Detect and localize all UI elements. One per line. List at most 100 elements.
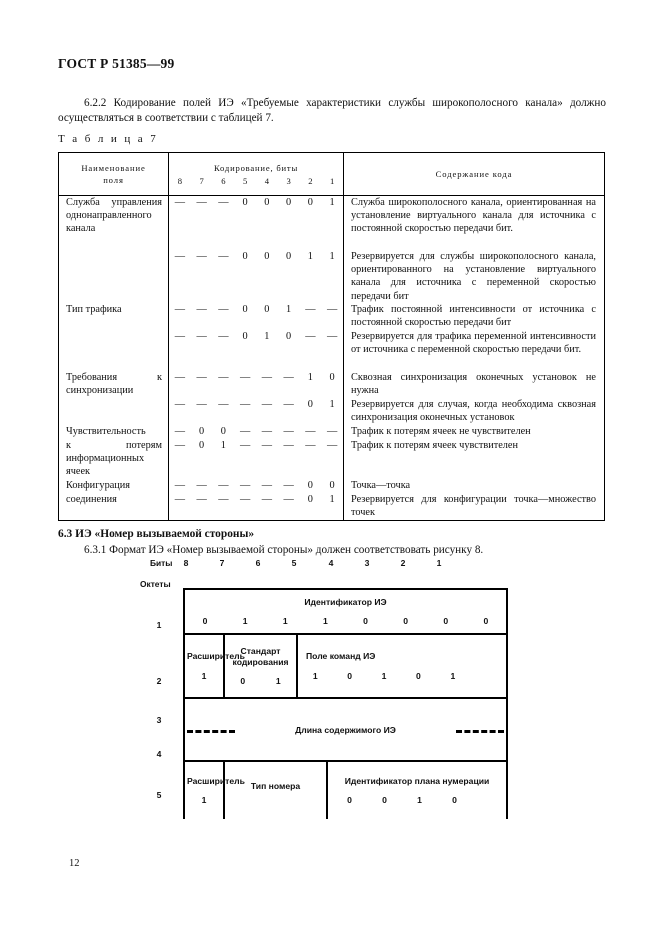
bit-value: 0 [264,304,270,315]
bit-value: 1 [417,795,422,806]
bit-value: — [239,426,251,437]
bit-value: 1 [312,670,318,681]
bit-value: 1 [242,616,248,627]
bit-value: — [326,440,338,451]
bit-value: — [218,304,229,315]
cell-field-name: к потерям информационных ячеек [59,439,169,479]
octet34-dashwrap: Длина содержимого ИЭ [185,699,506,760]
figure-bit-number: 1 [436,558,442,568]
bit-value: — [283,480,294,491]
bit-value: — [239,399,251,410]
bit-value: — [174,304,186,315]
octet-number: 1 [156,620,162,630]
bit-value: 1 [201,670,207,681]
heading-6-3: 6.3 ИЭ «Номер вызываемой стороны» [58,528,255,540]
page-number: 12 [69,858,80,869]
table-row: Тип трафика — — — 0 0 1 — — Трафик постоянной инт… [59,303,604,330]
cell-bits: — — — — — — 0 0 [169,479,344,493]
octet2-extender-title: Расширитель [187,651,245,662]
bit-value: 0 [363,616,368,627]
bit-value: — [196,399,207,410]
octet34-title: Длина содержимого ИЭ [295,724,396,735]
bit-value: 0 [416,670,421,681]
figure-frame: Идентификатор ИЭ 0 1 1 1 0 0 0 0 [183,588,508,819]
standard-header: ГОСТ Р 51385—99 [58,56,175,71]
bit-number: 1 [329,175,335,186]
bit-value: — [261,494,273,505]
cell-code-content: Служба широкополосного канала, ориентиро… [351,197,596,235]
bits-label: Биты [150,558,173,568]
bit-value: — [196,331,207,342]
table-row: — — — 0 1 0 — — Резервируется для трафика переме… [59,330,604,371]
figure-bits-header: Биты 8 7 6 5 4 3 2 1 [148,558,548,572]
cell-code-content: Трафик к потерям ячеек чувствителен [351,440,519,451]
bit-value: — [239,494,251,505]
figure-bit-number: 7 [219,558,225,568]
bit-value: 1 [329,251,335,262]
cell-field-name [59,330,169,371]
bit-value: 0 [483,616,489,627]
bit-value: 1 [275,676,281,686]
octet-row-3-4: Длина содержимого ИЭ [185,699,506,762]
bit-value: — [218,372,229,383]
cell-field-name [59,250,169,303]
table-row: к потерям информационных ячеек — 0 1 — — — — — Тр… [59,439,604,479]
table-row: Чувствительность — 0 0 — — — — — Трафик к потерям… [59,425,604,439]
figure-bit-number: 5 [291,558,297,568]
bit-value: 0 [264,197,270,208]
bit-value: 0 [240,676,246,686]
bit-number: 2 [308,175,313,186]
bit-value: 0 [264,251,270,262]
header-field-name-line2: поля [103,175,124,185]
bit-value: — [283,399,294,410]
bit-value: 1 [286,304,292,315]
octet2-coding-standard: Стандарт кодирования 0 1 [225,635,298,697]
table-row: — — — — — — 0 1 Резервируется для случая, когда … [59,398,604,425]
table-row: Служба управления однонаправленного кана… [59,196,604,250]
bit-value: 0 [199,440,205,451]
bit-value: — [174,426,186,437]
bit-value: 0 [347,670,352,681]
cell-code-content: Сквозная синхронизация оконечных установ… [351,372,596,397]
octet5-number-type-title: Тип номера [250,780,301,791]
cell-bits: — — — 0 1 0 — — [169,330,344,371]
bit-value: — [196,251,207,262]
table-7: Наименование поля Кодирование, биты 8 7 … [58,152,605,521]
octet5-extender-bits: 1 [185,795,223,805]
cell-code-content: Резервируется для службы широкополосного… [351,251,596,302]
bit-value: 0 [329,372,335,383]
cell-bits: — — — 0 0 0 0 1 [169,196,344,250]
octet-number: 5 [156,790,162,800]
cell-field-name: Чувствительность [59,425,169,439]
octet2-command-field-title: Поле команд ИЭ [306,651,376,662]
dashed-line-right [456,729,504,733]
octet1-ie-identifier: Идентификатор ИЭ 0 1 1 1 0 0 0 0 [185,590,506,633]
table-row: Конфигурация — — — — — — 0 0 Точка—точка [59,479,604,493]
dashed-line-left [187,729,235,733]
cell-field-name: Служба управления однонаправленного кана… [59,196,169,250]
bit-value: 0 [220,426,226,437]
cell-bits: — 0 0 — — — — — [169,425,344,439]
bit-value: — [218,197,229,208]
bit-value: 0 [403,616,409,627]
bit-value: 0 [202,616,208,627]
bit-value: — [196,304,207,315]
table-body: Служба управления однонаправленного кана… [59,196,604,520]
bit-value: — [218,399,229,410]
cell-bits: — — — 0 0 1 — — [169,303,344,330]
bit-value: — [196,494,207,505]
bit-number: 6 [221,175,226,186]
bit-number: 4 [264,175,270,186]
bit-value: — [283,440,294,451]
octet2-extender: Расширитель 1 [185,635,245,697]
bit-value: — [174,197,186,208]
bit-value: — [283,494,294,505]
cell-code-content: Трафик к потерям ячеек не чувствителен [351,426,531,437]
bit-value: — [174,440,186,451]
octet2-coding-standard-title: Стандарт кодирования [232,646,289,667]
bit-value: — [218,480,229,491]
octet-number: 4 [156,749,162,759]
bit-value: 1 [264,331,270,342]
cell-code-content: Резервируется для конфигурации точка—мно… [351,494,596,519]
header-bit-numbers: 8 7 6 5 4 3 2 1 [169,176,343,186]
